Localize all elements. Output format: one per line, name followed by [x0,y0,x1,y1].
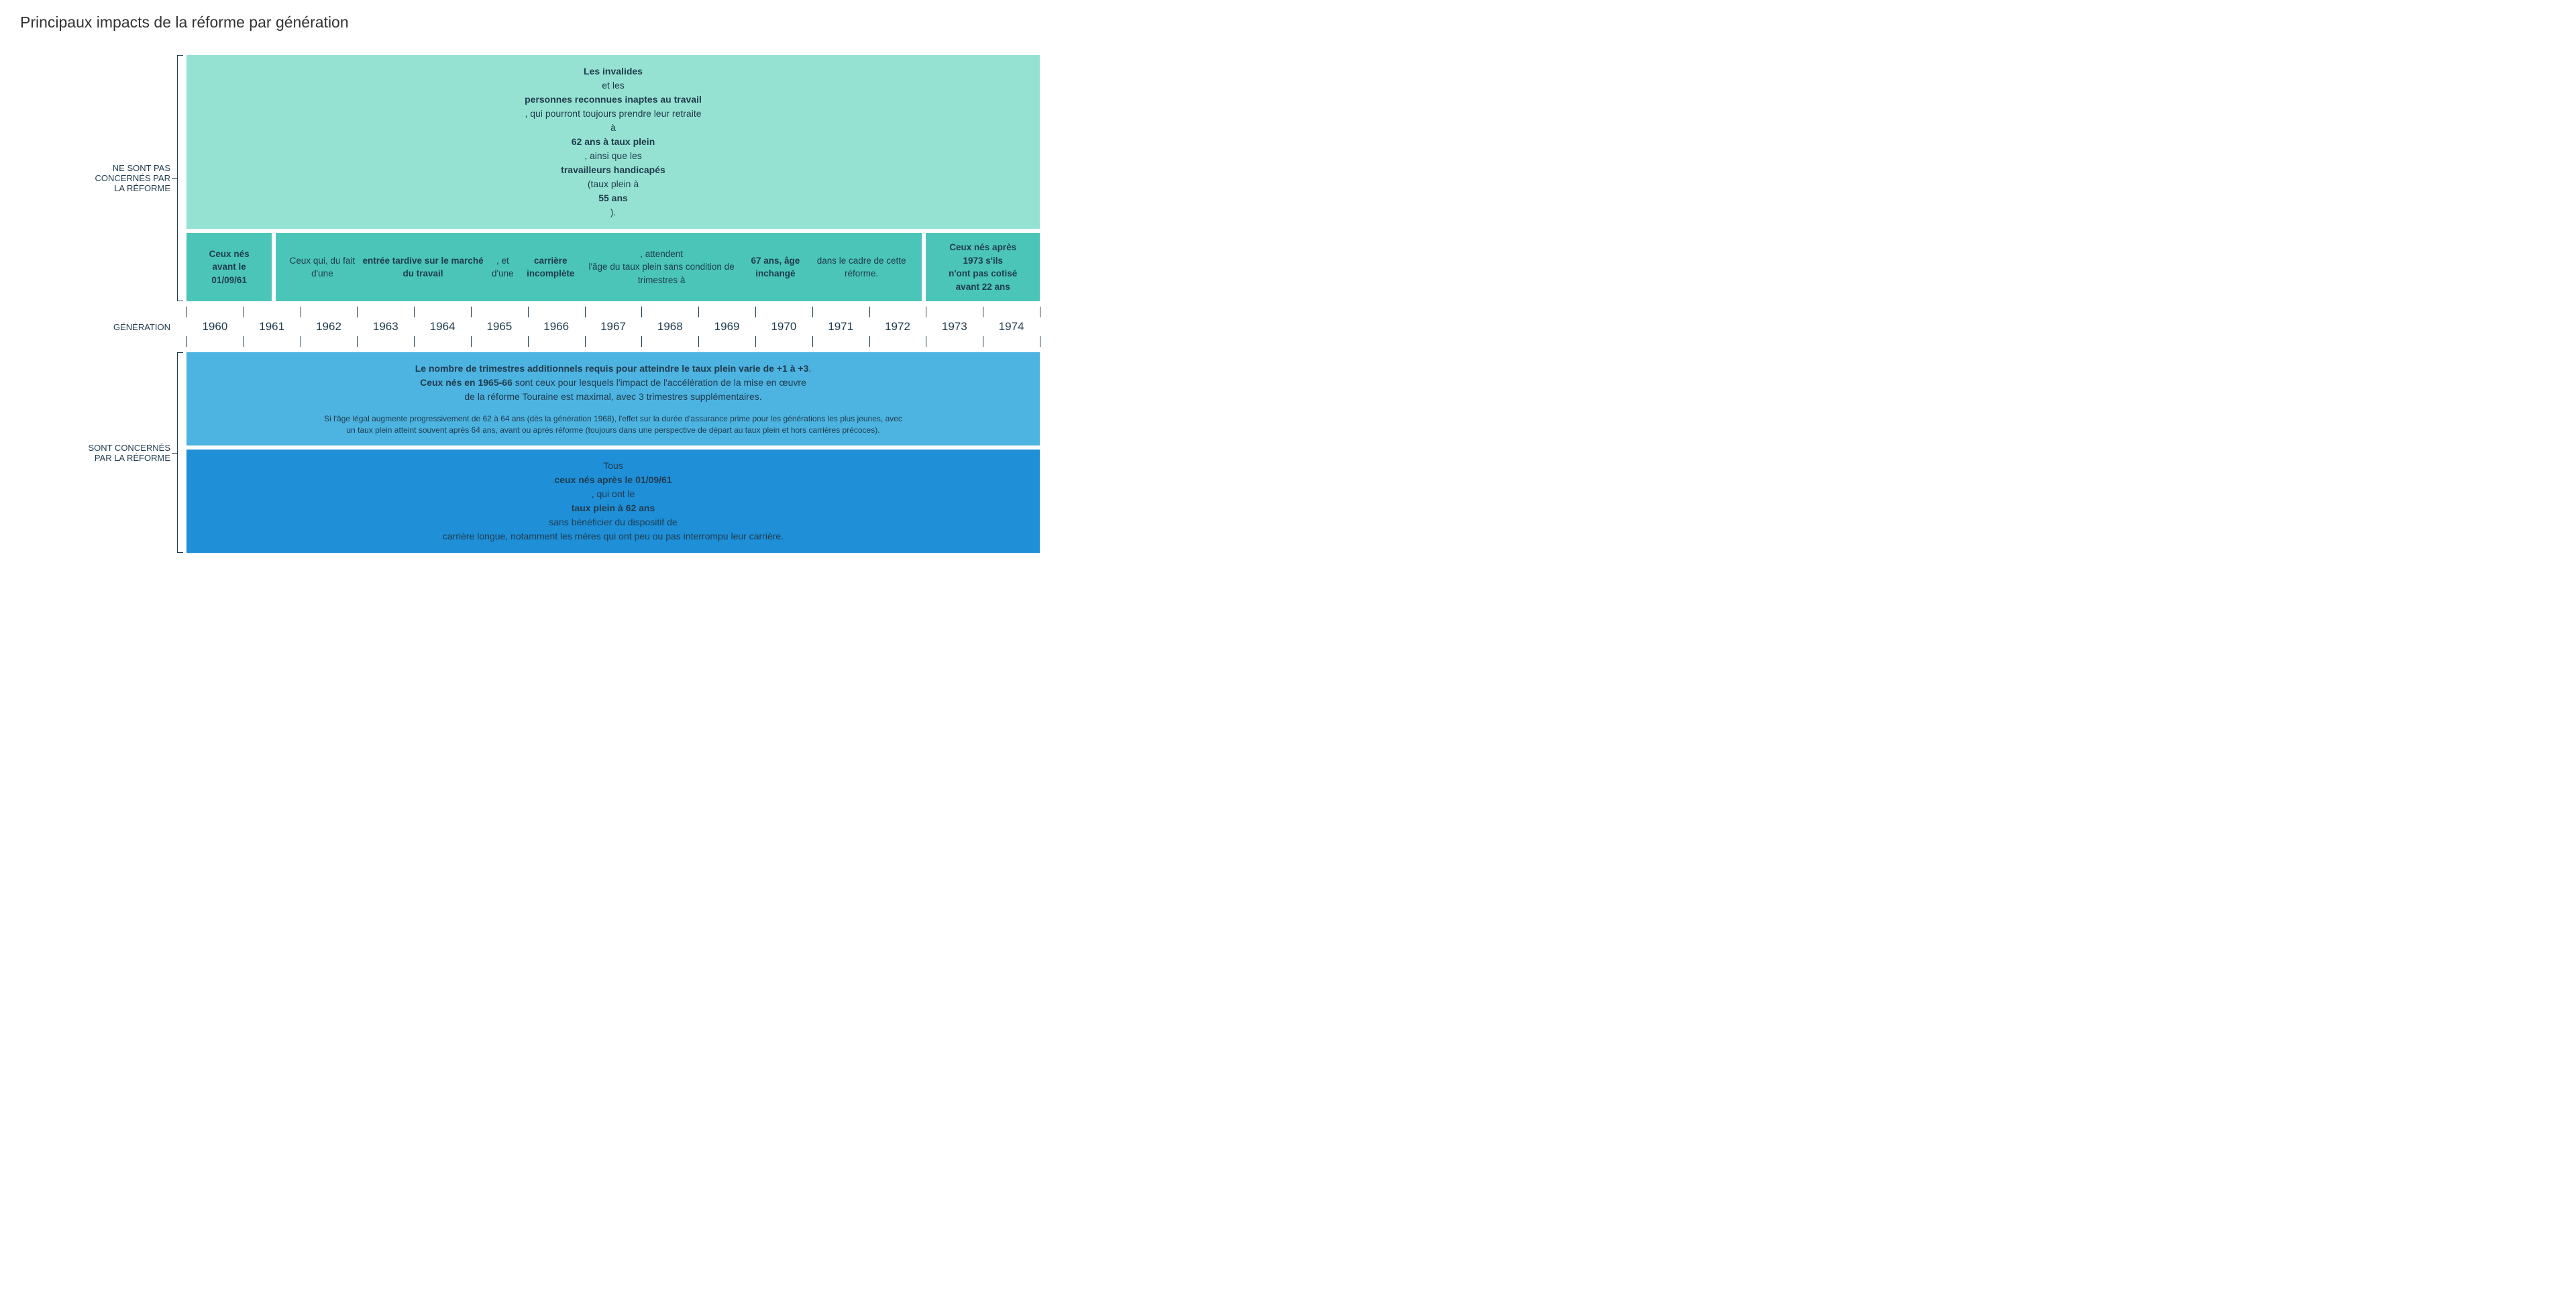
bracket-bottom [174,352,186,553]
timeline-tick [755,336,756,347]
timeline-tick [585,336,586,347]
timeline-tick [528,336,529,347]
timeline-tick [812,307,813,317]
page-title: Principaux impacts de la réforme par gén… [20,13,2556,32]
concerned-bottom-bar: Tous ceux nés après le 01/09/61, qui ont… [186,450,1040,553]
timeline: 1960 1961 1962 1963 1964 1965 1966 1967 1968 1969… [186,307,1040,347]
timeline-tick [471,307,472,317]
timeline-year: 1970 [771,320,796,333]
timeline-tick [357,307,358,317]
timeline-year: 1963 [373,320,398,333]
bracket-top [174,55,186,301]
not-concerned-label: NE SONT PASCONCERNÉS PARLA RÉFORME [20,55,174,301]
timeline-year: 1965 [486,320,512,333]
not-concerned-row: NE SONT PASCONCERNÉS PARLA RÉFORME Les i… [20,55,1040,301]
timeline-year: 1974 [999,320,1024,333]
timeline-year: 1972 [885,320,910,333]
not-concerned-content: Les invalides et les personnes reconnues… [186,55,1040,301]
timeline-tick [186,307,187,317]
timeline-tick [641,336,642,347]
timeline-tick [869,307,870,317]
timeline-year: 1960 [202,320,227,333]
timeline-year: 1964 [430,320,455,333]
timeline-tick [812,336,813,347]
generation-label: GÉNÉRATION [20,322,174,332]
concerned-content: Le nombre de trimestres additionnels req… [186,352,1040,553]
timeline-tick [869,336,870,347]
not-concerned-middle-box: Ceux qui, du fait d'une entrée tardive s… [276,233,922,301]
timeline-tick [698,336,699,347]
timeline-year: 1969 [714,320,740,333]
timeline-tick [414,307,415,317]
timeline-year: 1966 [543,320,569,333]
not-concerned-left-box: Ceux nésavant le01/09/61 [186,233,272,301]
timeline-tick [414,336,415,347]
timeline-tick [528,307,529,317]
concerned-top-note: Si l'âge légal augmente progressivement … [207,413,1020,436]
timeline-tick [755,307,756,317]
timeline-year: 1967 [600,320,626,333]
timeline-tick [357,336,358,347]
not-concerned-right-box: Ceux nés après1973 s'ilsn'ont pas cotisé… [926,233,1040,301]
timeline-tick [641,307,642,317]
diagram-container: NE SONT PASCONCERNÉS PARLA RÉFORME Les i… [20,55,1040,553]
concerned-label: SONT CONCERNÉSPAR LA RÉFORME [20,352,174,553]
timeline-tick [471,336,472,347]
timeline-year: 1968 [657,320,683,333]
not-concerned-full-bar: Les invalides et les personnes reconnues… [186,55,1040,229]
timeline-year: 1971 [828,320,853,333]
timeline-tick [698,307,699,317]
concerned-top-bar: Le nombre de trimestres additionnels req… [186,352,1040,445]
concerned-top-main: Le nombre de trimestres additionnels req… [207,362,1020,404]
timeline-tick [186,336,187,347]
timeline-year: 1973 [942,320,967,333]
not-concerned-split-row: Ceux nésavant le01/09/61 Ceux qui, du fa… [186,233,1040,301]
timeline-year: 1962 [316,320,341,333]
concerned-row: SONT CONCERNÉSPAR LA RÉFORME Le nombre d… [20,352,1040,553]
timeline-row: GÉNÉRATION 19601961196219631964196519661… [20,301,1040,352]
timeline-tick [585,307,586,317]
timeline-year: 1961 [259,320,284,333]
